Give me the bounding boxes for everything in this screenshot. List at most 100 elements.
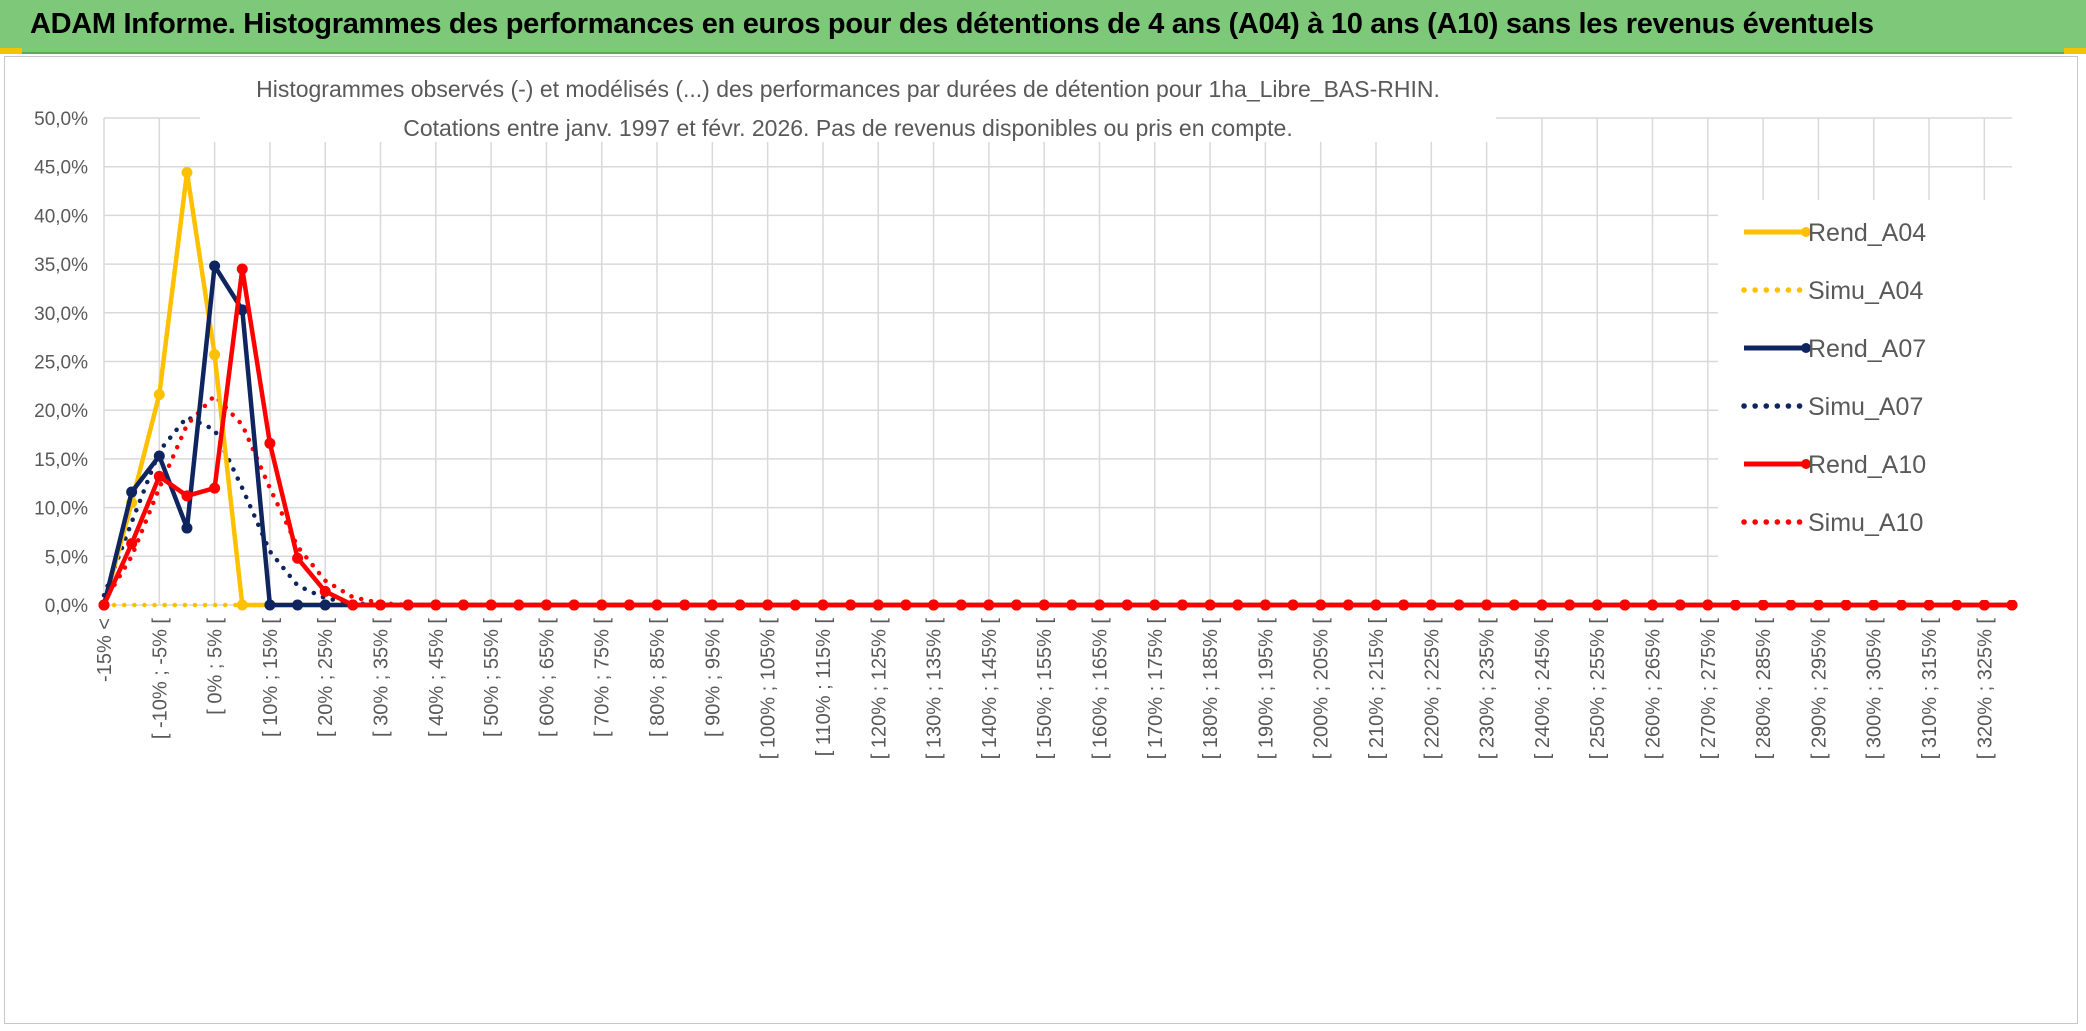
x-tick-label: [ 230% ; 235% [ [1477,618,1499,760]
data-point-rend-a10 [1619,599,1631,611]
y-tick-label: 30,0% [34,304,88,325]
data-point-rend-a10 [1342,599,1354,611]
y-tick-label: 50,0% [34,109,88,130]
data-point-rend-a07 [209,260,221,272]
data-point-rend-a10 [2006,599,2018,611]
y-tick-label: 40,0% [34,206,88,227]
series-line-rend-a10 [101,266,2012,608]
data-point-rend-a10 [1370,599,1382,611]
y-tick-label: 5,0% [45,547,88,568]
x-tick-label: [ 180% ; 185% [ [1200,618,1222,760]
data-point-rend-a10 [1259,599,1271,611]
data-point-rend-a07 [181,522,193,534]
data-point-rend-a10 [762,599,774,611]
data-point-rend-a10 [1453,599,1465,611]
data-point-rend-a10 [1702,599,1714,611]
data-point-rend-a10 [679,599,691,611]
legend-label-rend-a07: Rend_A07 [1808,335,1926,363]
data-point-rend-a10 [623,599,635,611]
data-point-rend-a10 [1895,599,1907,611]
data-point-rend-a10 [1011,599,1023,611]
data-point-rend-a10 [596,599,608,611]
legend: Rend_A04 Simu_A04 Rend_A07 Simu_A07 Rend_A10… [1718,200,2018,600]
data-point-rend-a10 [375,599,387,611]
data-point-rend-a10 [1425,599,1437,611]
x-tick-label: [ 60% ; 65% [ [536,618,558,737]
x-tick-label: [ 160% ; 165% [ [1089,618,1111,760]
data-point-rend-a10 [1840,599,1852,611]
x-tick-label: [ 260% ; 265% [ [1643,618,1665,760]
x-tick-label: [ 290% ; 295% [ [1808,618,1830,760]
data-point-rend-a10 [1591,599,1603,611]
data-point-rend-a04 [236,599,248,611]
data-point-rend-a07 [292,599,304,611]
data-point-rend-a10 [540,599,552,611]
x-tick-label: [ 240% ; 245% [ [1532,618,1554,760]
data-point-rend-a10 [1176,599,1188,611]
legend-marker-rend-a07 [1801,343,1811,353]
data-point-rend-a10 [1149,599,1161,611]
data-point-rend-a10 [402,599,414,611]
data-point-rend-a10 [209,482,221,494]
data-point-rend-a04 [181,167,193,179]
chart-title-block: Histogrammes observés (-) et modélisés (… [200,72,1496,142]
data-point-rend-a10 [153,470,165,482]
y-tick-label: 10,0% [34,499,88,520]
x-tick-label: [ 320% ; 325% [ [1974,618,1996,760]
data-point-rend-a10 [292,552,304,564]
data-point-rend-a10 [236,263,248,275]
x-tick-label: [ 200% ; 205% [ [1311,618,1333,760]
data-point-rend-a10 [1729,599,1741,611]
legend-label-simu-a10: Simu_A10 [1808,509,1923,537]
legend-marker-rend-a04 [1801,227,1811,237]
data-point-rend-a10 [1398,599,1410,611]
data-point-rend-a10 [457,599,469,611]
data-point-rend-a10 [1647,599,1659,611]
x-tick-label: [ 120% ; 125% [ [868,618,890,760]
report-title: ADAM Informe. Histogrammes des performan… [30,8,1874,40]
x-tick-label: [ 150% ; 155% [ [1034,618,1056,760]
legend-label-rend-a10: Rend_A10 [1808,451,1926,479]
data-point-rend-a07 [153,450,165,462]
x-tick-label: [ 250% ; 255% [ [1587,618,1609,760]
legend-label-simu-a04: Simu_A04 [1808,277,1923,305]
data-point-rend-a10 [1315,599,1327,611]
x-tick-label: [ 170% ; 175% [ [1145,618,1167,760]
data-point-rend-a10 [1121,599,1133,611]
legend-label-simu-a07: Simu_A07 [1808,393,1923,421]
legend-label-rend-a04: Rend_A04 [1808,219,1926,247]
data-point-rend-a07 [264,599,276,611]
data-point-rend-a10 [1868,599,1880,611]
x-tick-label: [ 30% ; 35% [ [371,618,393,737]
corner-accent-left [0,48,22,54]
data-point-rend-a10 [568,599,580,611]
data-point-rend-a10 [181,490,193,502]
x-tick-label: [ 10% ; 15% [ [260,618,282,737]
data-point-rend-a10 [817,599,829,611]
legend-background [1718,200,2018,600]
x-tick-label: [ 20% ; 25% [ [315,618,337,737]
x-tick-label: [ 300% ; 305% [ [1864,618,1886,760]
data-point-rend-a10 [264,437,276,449]
y-tick-label: 35,0% [34,255,88,276]
series-layer [98,167,2018,611]
chart-title: Histogrammes observés (-) et modélisés (… [256,76,1440,102]
data-point-rend-a10 [1232,599,1244,611]
x-tick-label: [ 270% ; 275% [ [1698,618,1720,760]
x-tick-label: [ 210% ; 215% [ [1366,618,1388,760]
data-point-rend-a10 [1287,599,1299,611]
x-tick-label: [ 190% ; 195% [ [1255,618,1277,760]
corner-accent-right [2064,48,2086,54]
data-point-rend-a07 [319,599,331,611]
x-tick-label: [ 310% ; 315% [ [1919,618,1941,760]
x-tick-label: [ 280% ; 285% [ [1753,618,1775,760]
x-tick-label: [ 110% ; 115% [ [813,618,835,757]
y-axis-ticks: 0,0% 5,0% 10,0% 15,0% 20,0% 25,0% 30,0% 35,0% 40… [34,109,88,617]
x-tick-label: [ 70% ; 75% [ [592,618,614,737]
data-point-rend-a10 [1674,599,1686,611]
y-tick-label: 45,0% [34,158,88,179]
data-point-rend-a10 [900,599,912,611]
data-point-rend-a10 [1481,599,1493,611]
y-tick-label: 20,0% [34,401,88,422]
data-point-rend-a10 [1093,599,1105,611]
